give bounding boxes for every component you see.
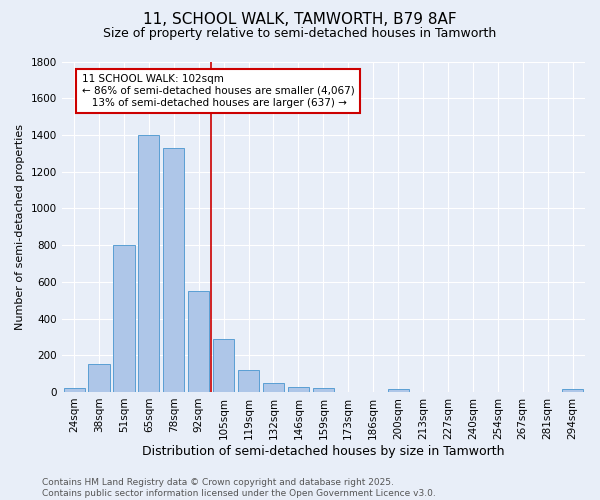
Bar — [138, 135, 160, 392]
Bar — [188, 291, 209, 392]
Bar — [263, 383, 284, 392]
Text: 11, SCHOOL WALK, TAMWORTH, B79 8AF: 11, SCHOOL WALK, TAMWORTH, B79 8AF — [143, 12, 457, 28]
Bar — [64, 388, 85, 392]
X-axis label: Distribution of semi-detached houses by size in Tamworth: Distribution of semi-detached houses by … — [142, 444, 505, 458]
Bar — [238, 370, 259, 392]
Bar — [388, 389, 409, 392]
Text: Contains HM Land Registry data © Crown copyright and database right 2025.
Contai: Contains HM Land Registry data © Crown c… — [42, 478, 436, 498]
Text: Size of property relative to semi-detached houses in Tamworth: Size of property relative to semi-detach… — [103, 28, 497, 40]
Text: 11 SCHOOL WALK: 102sqm
← 86% of semi-detached houses are smaller (4,067)
   13% : 11 SCHOOL WALK: 102sqm ← 86% of semi-det… — [82, 74, 355, 108]
Bar — [88, 364, 110, 392]
Y-axis label: Number of semi-detached properties: Number of semi-detached properties — [15, 124, 25, 330]
Bar — [213, 338, 234, 392]
Bar — [113, 245, 134, 392]
Bar — [288, 388, 309, 392]
Bar — [313, 388, 334, 392]
Bar — [163, 148, 184, 392]
Bar — [562, 389, 583, 392]
